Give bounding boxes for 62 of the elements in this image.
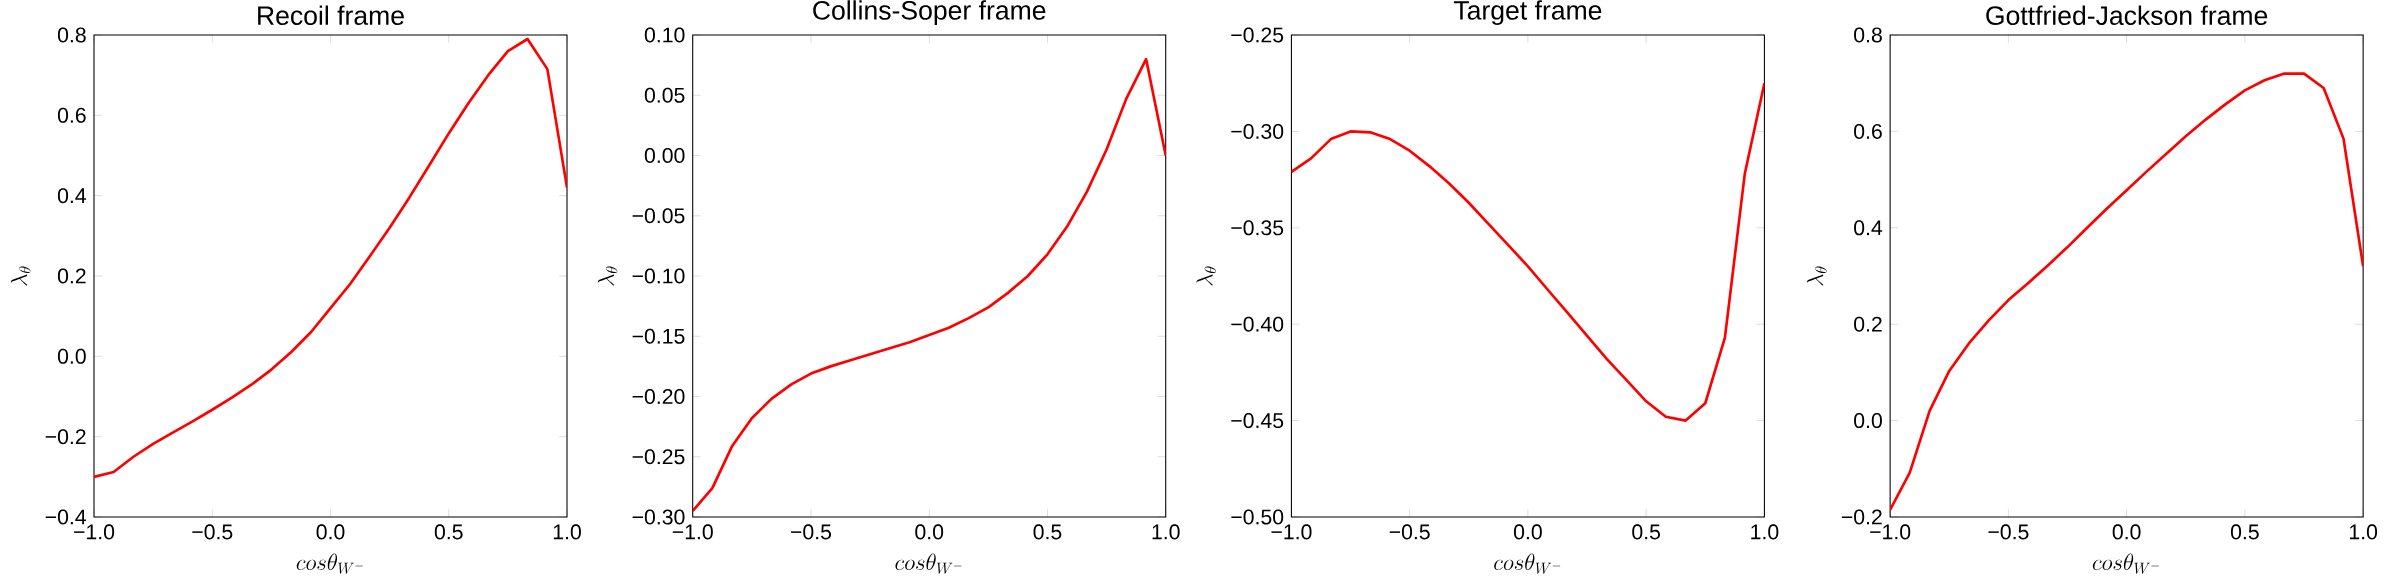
y-tick-label: −0.45: [1231, 413, 1284, 429]
y-tick-label: 0.4: [57, 188, 87, 204]
y-tick-label: −0.10: [632, 268, 685, 284]
y-tick-label: −0.05: [632, 208, 685, 224]
y-tick-label: −0.20: [632, 388, 685, 405]
x-tick-label: 0.5: [1033, 524, 1062, 540]
y-tick-label: −0.30: [632, 509, 685, 525]
line-series: [1890, 72, 2364, 512]
y-tick-label: 0.10: [644, 27, 685, 43]
x-tick-label: 0.0: [316, 524, 345, 540]
y-axis-title: $\lambda_{\theta}$: [1196, 266, 1217, 286]
y-tick-label: 0.2: [57, 268, 86, 284]
x-tick-label: 1.0: [1152, 524, 1180, 540]
x-tick-label: −1.0: [1870, 524, 1911, 540]
y-tick-label: −0.15: [632, 328, 685, 344]
y-tick-label: −0.25: [632, 449, 685, 465]
x-tick-label: 0.0: [915, 524, 944, 540]
x-tick-label: 1.0: [2349, 524, 2378, 540]
x-tick-label: 0.0: [2112, 524, 2141, 540]
x-tick-label: 0.5: [2230, 524, 2259, 540]
chart-title: Gottfried-Jackson frame: [1986, 5, 2268, 25]
line-series: [94, 37, 568, 479]
y-tick-label: 0.0: [1854, 413, 1882, 429]
x-tick-label: −0.5: [1988, 524, 2029, 540]
x-tick-label: −1.0: [672, 524, 713, 540]
x-tick-label: 1.0: [1751, 524, 1779, 540]
y-axis-title: $\lambda_{\theta}$: [597, 266, 618, 286]
y-tick-label: 0.00: [644, 147, 685, 164]
y-tick-label: −0.2: [45, 429, 86, 445]
y-tick-label: −0.30: [1231, 123, 1284, 139]
y-tick-label: −0.25: [1231, 27, 1284, 43]
y-tick-label: 0.8: [1854, 27, 1882, 43]
x-axis-title: $cos\theta_{W^-}$: [895, 553, 962, 574]
y-tick-label: 0.0: [57, 348, 86, 364]
x-tick-label: −1.0: [74, 524, 115, 540]
x-tick-label: −1.0: [1271, 524, 1312, 540]
x-axis-title: $cos\theta_{W^-}$: [296, 553, 363, 574]
y-tick-label: −0.50: [1231, 509, 1284, 525]
chart-title: Collins-Soper frame: [813, 0, 1046, 26]
y-tick-label: −0.4: [45, 509, 87, 525]
y-tick-label: −0.40: [1231, 316, 1284, 332]
y-tick-label: 0.6: [57, 107, 86, 123]
chart-title: Recoil frame: [258, 5, 404, 25]
y-axis-title: $\lambda_{\theta}$: [10, 266, 31, 286]
y-tick-label: 0.8: [57, 27, 86, 43]
y-tick-label: −0.2: [1841, 509, 1882, 525]
x-axis-title: $cos\theta_{W^-}$: [2092, 553, 2159, 574]
y-tick-label: 0.4: [1854, 220, 1883, 236]
chart-title: Target frame: [1453, 0, 1602, 26]
y-tick-label: 0.6: [1854, 123, 1882, 139]
x-tick-label: −0.5: [192, 524, 233, 540]
x-axis-title: $cos\theta_{W^-}$: [1494, 553, 1561, 574]
x-tick-label: 0.5: [434, 524, 463, 540]
y-tick-label: −0.35: [1231, 220, 1284, 236]
y-axis-title: $\lambda_{\theta}$: [1807, 266, 1827, 286]
y-tick-label: 0.05: [644, 87, 685, 103]
x-tick-label: −0.5: [1389, 524, 1430, 540]
y-tick-label: 0.2: [1854, 316, 1882, 332]
x-tick-label: 1.0: [553, 524, 581, 540]
x-tick-label: −0.5: [791, 524, 832, 540]
x-tick-label: 0.0: [1513, 524, 1542, 540]
x-tick-label: 0.5: [1632, 524, 1661, 540]
